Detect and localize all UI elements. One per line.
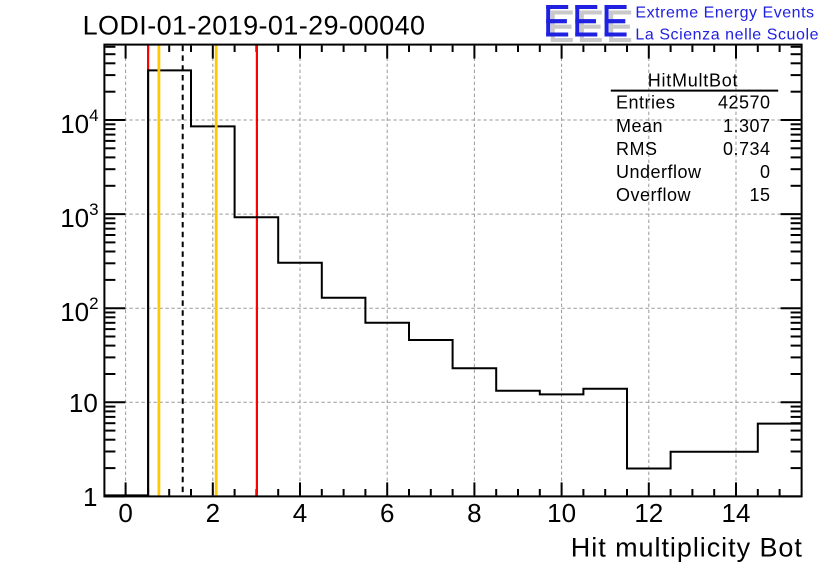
svg-text:Mean: Mean: [616, 116, 663, 136]
svg-text:HitMultBot: HitMultBot: [648, 71, 739, 91]
svg-text:1: 1: [83, 482, 97, 512]
svg-text:RMS: RMS: [616, 139, 658, 159]
svg-text:42570: 42570: [718, 93, 771, 113]
svg-text:0: 0: [760, 162, 771, 182]
svg-text:0.734: 0.734: [723, 139, 771, 159]
svg-text:La Scienza nelle Scuole: La Scienza nelle Scuole: [635, 26, 819, 43]
svg-text:8: 8: [467, 498, 481, 528]
svg-text:Underflow: Underflow: [616, 162, 702, 182]
svg-text:14: 14: [722, 498, 751, 528]
svg-text:LODI-01-2019-01-29-00040: LODI-01-2019-01-29-00040: [83, 10, 426, 40]
svg-text:Extreme Energy Events: Extreme Energy Events: [635, 5, 814, 22]
svg-text:Entries: Entries: [616, 93, 676, 113]
svg-text:2: 2: [206, 498, 220, 528]
svg-text:0: 0: [118, 498, 132, 528]
svg-text:104: 104: [60, 106, 98, 139]
svg-text:Overflow: Overflow: [616, 185, 692, 205]
svg-text:10: 10: [547, 498, 576, 528]
svg-text:1.307: 1.307: [723, 116, 771, 136]
svg-text:10: 10: [69, 388, 98, 418]
svg-text:103: 103: [60, 200, 98, 233]
svg-text:Hit multiplicity Bot: Hit multiplicity Bot: [571, 533, 803, 563]
svg-text:15: 15: [749, 185, 770, 205]
svg-text:4: 4: [293, 498, 307, 528]
svg-text:6: 6: [380, 498, 394, 528]
svg-text:12: 12: [634, 498, 663, 528]
